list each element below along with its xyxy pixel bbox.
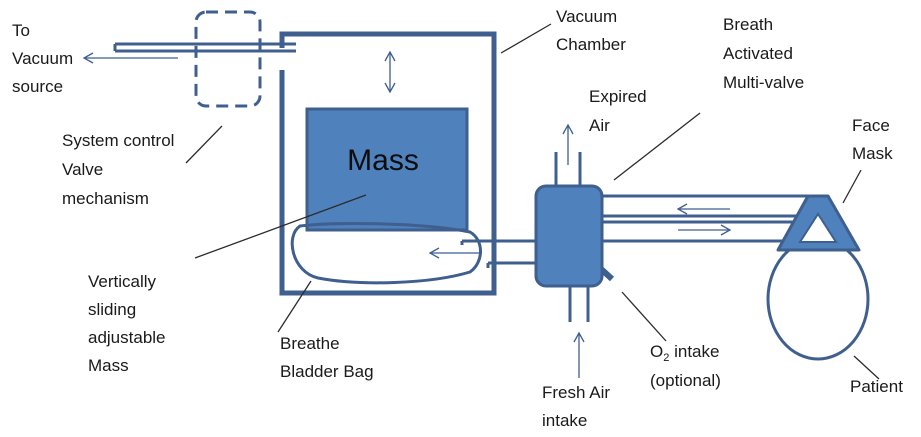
fresh-air-inlet xyxy=(568,287,590,322)
face-mask xyxy=(776,194,861,252)
vacuum-chamber xyxy=(279,31,497,296)
vacuum-chamber-label: Vacuum Chamber xyxy=(556,7,626,54)
system-control-valve xyxy=(194,10,262,108)
mask-tubes xyxy=(600,194,810,243)
system-control-label: System control Valve mechanism xyxy=(62,131,179,208)
vacuum-source-label: To Vacuum source xyxy=(12,21,78,96)
patient-head xyxy=(766,237,870,361)
o2-intake-label: O2 intake xyxy=(650,342,719,364)
vacuum-line xyxy=(113,42,296,53)
mass-label: Mass xyxy=(347,144,419,177)
expired-air-label: Expired Air xyxy=(589,87,651,135)
bladder-bag-label: Breathe Bladder Bag xyxy=(280,334,374,381)
breathe-bladder-bag xyxy=(290,222,482,285)
face-mask-label: Face Mask xyxy=(852,116,895,163)
o2-optional-label: (optional) xyxy=(650,371,721,390)
leader-lines xyxy=(185,23,880,380)
patient-label: Patient xyxy=(850,377,903,396)
breath-valve-label: Breath Activated Multi-valve xyxy=(723,15,804,92)
sliding-mass-label: Vertically sliding adjustable Mass xyxy=(88,272,170,375)
bag-valve-pipe xyxy=(460,239,538,268)
mass-block xyxy=(305,107,469,232)
fresh-air-label: Fresh Air intake xyxy=(542,383,615,430)
expired-air-outlet xyxy=(554,152,582,188)
breath-activated-multi-valve xyxy=(534,184,604,288)
